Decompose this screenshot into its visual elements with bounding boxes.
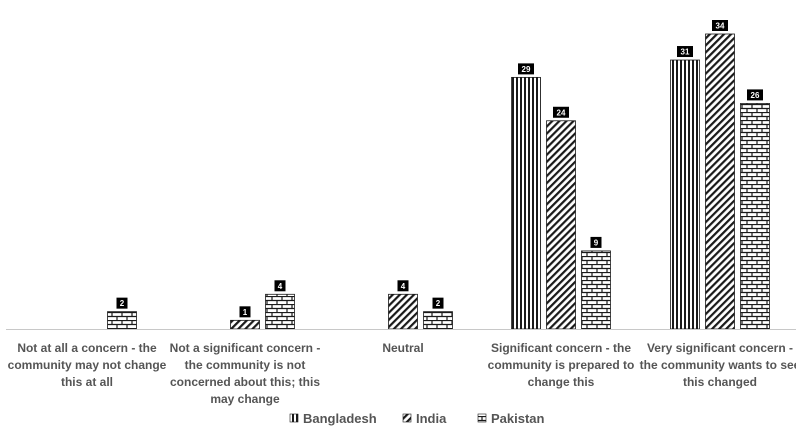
legend-label-bangladesh: Bangladesh: [303, 411, 377, 426]
data-label: 1: [243, 308, 248, 317]
category-label: Significant concern - the community is pr…: [488, 341, 635, 389]
data-label-box: [116, 297, 128, 309]
bar-india: [705, 33, 735, 330]
data-label-box: [712, 20, 728, 31]
data-label: 29: [522, 65, 531, 74]
legend: Bangladesh India Pakistan: [289, 411, 545, 426]
data-label-box: [553, 106, 569, 118]
legend-swatch-pakistan: [477, 413, 487, 423]
category-label: Not at all a concern - the community may …: [8, 341, 167, 389]
category-label: Neutral: [382, 341, 423, 355]
data-label: 4: [401, 282, 406, 291]
data-label: 9: [594, 238, 599, 247]
legend-label-india: India: [416, 411, 447, 426]
data-label-box: [239, 306, 251, 318]
bar-pakistan: [740, 103, 770, 330]
data-label: 34: [716, 22, 725, 31]
bar-pakistan: [265, 293, 295, 330]
data-label-box: [397, 280, 409, 292]
category-label: Very significant concern -the community …: [640, 341, 796, 389]
bar-pakistan: [423, 311, 453, 330]
data-label: 26: [751, 91, 760, 100]
legend-label-pakistan: Pakistan: [491, 411, 545, 426]
bar-bangladesh: [511, 76, 541, 330]
data-label: 2: [436, 299, 441, 308]
bar-bangladesh: [670, 59, 700, 330]
bar-india: [230, 319, 260, 330]
bar-india: [388, 293, 418, 330]
bar-pakistan: [581, 250, 611, 330]
legend-swatch-india: [402, 413, 412, 423]
data-label-box: [432, 297, 444, 309]
category-label: Not a significant concern -the community…: [170, 341, 321, 406]
data-label-box: [747, 89, 763, 101]
data-label: 2: [120, 299, 125, 308]
data-label-box: [274, 280, 286, 292]
data-label-box: [590, 236, 602, 248]
bar-pakistan: [107, 311, 137, 330]
data-label: 4: [278, 282, 283, 291]
data-label: 24: [557, 108, 566, 117]
data-label-box: [518, 63, 534, 75]
data-label-box: [677, 46, 693, 58]
bar-india: [546, 120, 576, 330]
legend-swatch-bangladesh: [289, 413, 299, 423]
data-label: 31: [681, 48, 690, 57]
